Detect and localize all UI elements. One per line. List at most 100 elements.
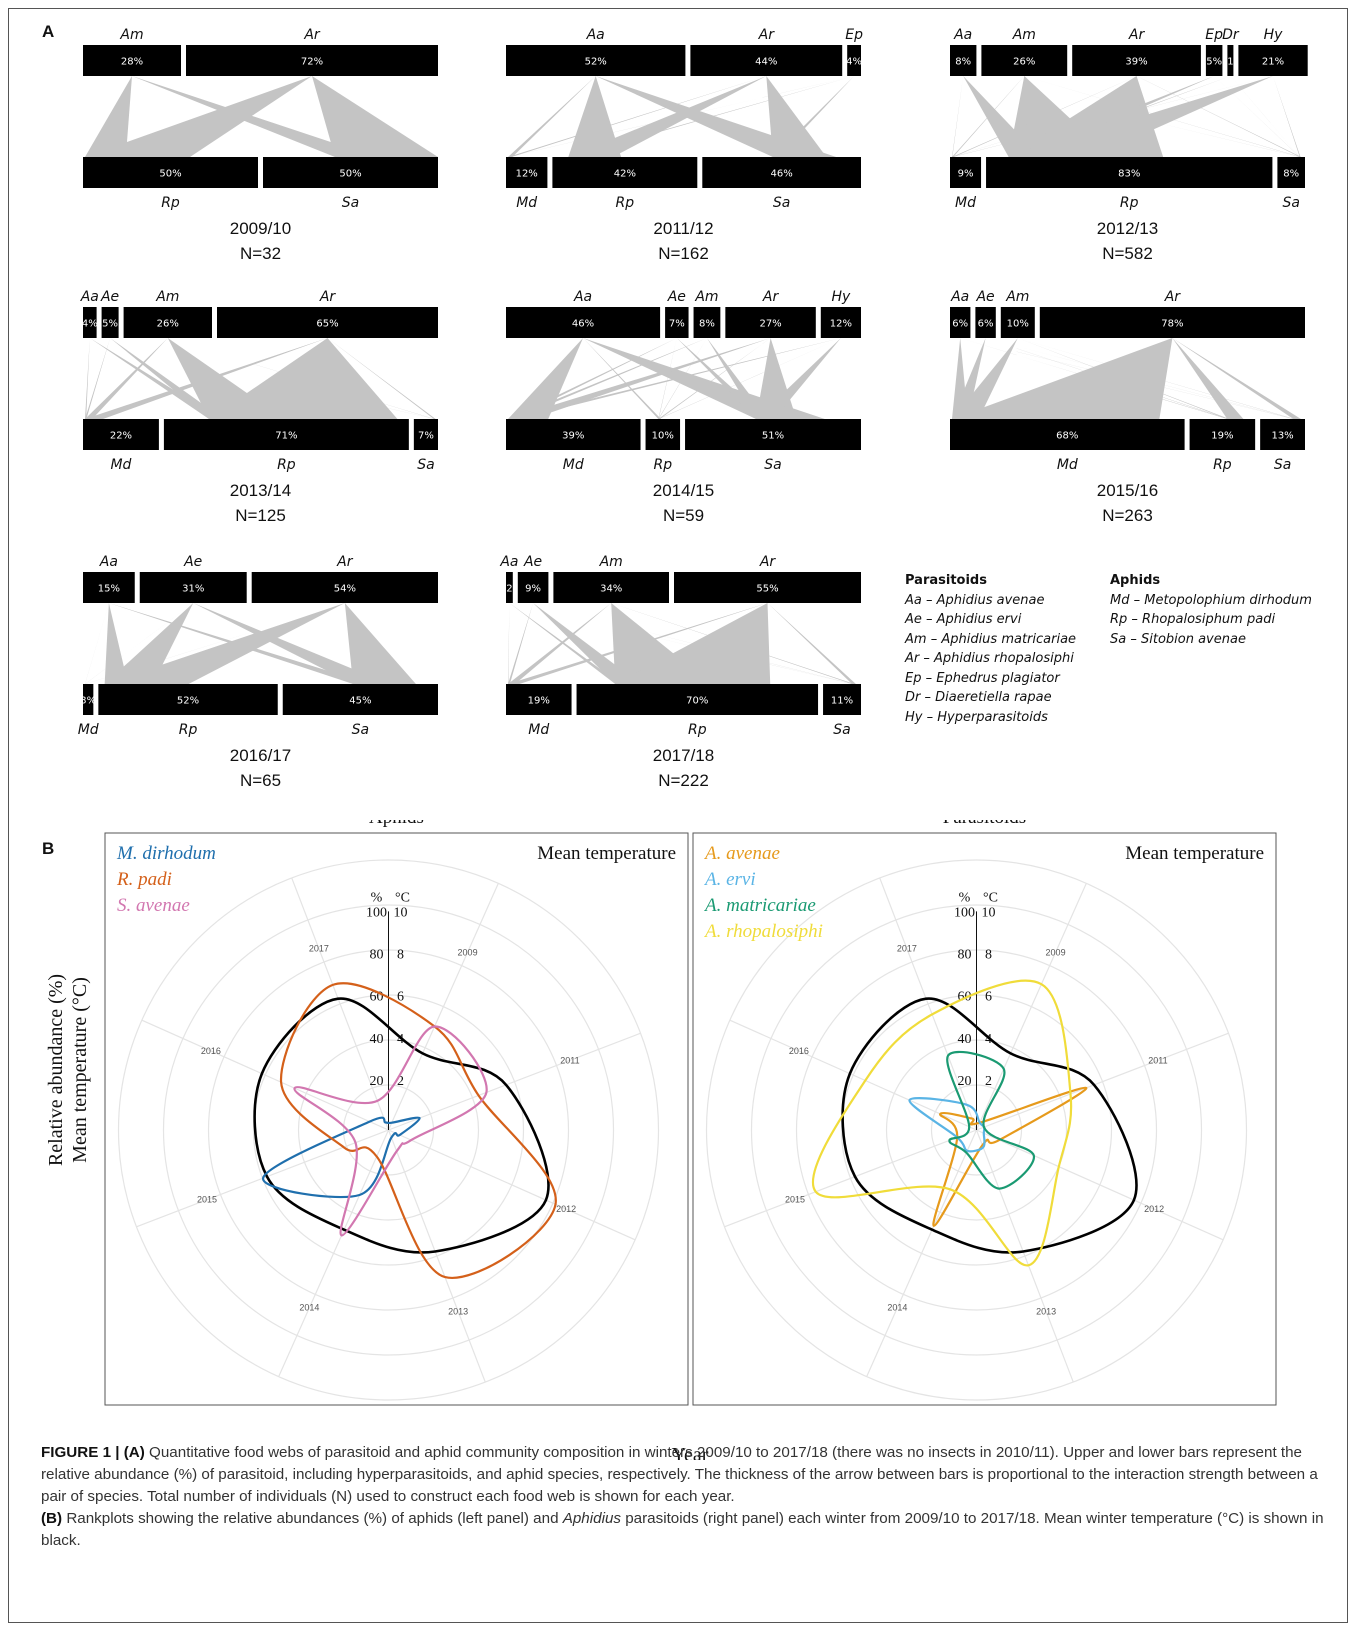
series-line-m-dirhodum (262, 1116, 421, 1199)
grid-spoke (879, 877, 978, 1131)
tick-label-pct: 40 (370, 1032, 384, 1047)
mean-temperature-label: Mean temperature (1125, 843, 1264, 864)
tick-label-temp: 8 (985, 948, 992, 963)
parasitoid-bar-Ae (975, 307, 996, 338)
aphid-bar-Sa (413, 419, 438, 450)
mean-temperature-label: Mean temperature (537, 843, 676, 864)
aphid-code-label: Sa (417, 457, 434, 473)
parasitoid-bar-Aa (83, 572, 135, 603)
tick-label-pct: 20 (958, 1074, 972, 1089)
rankplot-frame (692, 832, 1277, 1406)
parasitoid-code-label: Ae (667, 289, 686, 305)
aphid-code-label: Sa (833, 722, 850, 738)
interaction-link (1136, 76, 1302, 157)
aphid-code-label: Sa (342, 195, 359, 211)
aphid-code-label: Md (1057, 457, 1078, 473)
web-n-label: N=65 (240, 771, 281, 790)
caption-fig-label: FIGURE 1 | (A) (41, 1444, 145, 1461)
parasitoid-code-label: Dr (1222, 27, 1240, 43)
interaction-link (327, 338, 436, 419)
parasitoid-pct-label: 34% (600, 584, 622, 595)
unit-temp: °C (983, 890, 998, 905)
tick-label-pct: 80 (958, 948, 972, 963)
interaction-link (952, 76, 1137, 157)
grid-circle (750, 904, 1203, 1356)
parasitoid-code-label: Ae (523, 554, 542, 570)
parasitoid-code-label: Ar (303, 27, 321, 43)
aphid-bar-Md (83, 419, 159, 450)
aphid-code-label: Rp (1120, 195, 1139, 211)
unit-pct: % (959, 890, 971, 905)
parasitoid-code-label: Ep (1205, 27, 1223, 43)
rankplot-frame (104, 832, 689, 1406)
aphid-pct-label: 70% (686, 696, 708, 707)
interaction-links (85, 76, 438, 157)
interaction-link (1172, 338, 1244, 419)
aphid-pct-label: 22% (110, 431, 132, 442)
parasitoid-bar-Ar (674, 572, 861, 603)
aphid-bar-Rp (83, 157, 258, 188)
interaction-link (85, 338, 111, 419)
interaction-link (952, 338, 1018, 419)
tick-label-pct: 80 (370, 948, 384, 963)
year-label: 2009 (1046, 947, 1066, 957)
parasitoid-bar-Ae (517, 572, 549, 603)
interaction-links (508, 76, 855, 157)
parasitoid-code-label: Aa (950, 289, 969, 305)
grid-spoke (141, 1019, 389, 1131)
aphid-bar-Rp (645, 419, 681, 450)
aphid-pct-label: 46% (771, 169, 793, 180)
web-n-label: N=32 (240, 244, 281, 263)
interaction-link (85, 338, 90, 419)
parasitoid-code-label: Ar (759, 554, 777, 570)
parasitoid-code-label: Ar (762, 289, 780, 305)
aphid-code-label: Rp (1213, 457, 1232, 473)
parasitoid-bar-Ar (1072, 45, 1201, 76)
parasitoid-code-label: Ar (758, 27, 776, 43)
interaction-link (85, 603, 109, 684)
year-label: 2016 (789, 1046, 809, 1056)
tick-label-temp: 6 (397, 990, 404, 1005)
year-label: 2014 (299, 1303, 319, 1313)
year-label: 2009 (458, 947, 478, 957)
parasitoid-bar-Ae (139, 572, 247, 603)
parasitoid-bar-Aa (506, 572, 513, 603)
interaction-link (1273, 76, 1301, 157)
aphid-pct-label: 13% (1271, 431, 1293, 442)
legend-item: Ar – Aphidius rhopalosiphi (905, 651, 1074, 666)
aphid-code-label: Rp (161, 195, 180, 211)
rankplot-title: Parasitoids (943, 820, 1026, 828)
parasitoid-pct-label: 44% (755, 57, 777, 68)
interaction-links (508, 603, 856, 684)
rankplot-title: Aphids (369, 820, 424, 828)
aphid-code-label: Rp (277, 457, 296, 473)
interaction-link (508, 76, 596, 157)
year-label: 2015 (197, 1195, 217, 1205)
parasitoid-code-label: Ar (1128, 27, 1146, 43)
interaction-link (952, 76, 1231, 157)
parasitoid-pct-label: 39% (1125, 57, 1147, 68)
aphid-bar-Md (83, 684, 94, 715)
interaction-link (568, 76, 855, 157)
figure-frame (8, 8, 1348, 1623)
parasitoid-bar-Ar (251, 572, 438, 603)
parasitoid-pct-label: 4% (82, 319, 98, 330)
aphid-bar-Md (506, 419, 641, 450)
parasitoid-pct-label: 52% (585, 57, 607, 68)
interaction-link (508, 338, 841, 419)
tick-label-temp: 10 (394, 905, 408, 920)
parasitoid-bar-Dr (1227, 45, 1234, 76)
series-legend-label: A. rhopalosiphi (703, 921, 823, 942)
parasitoid-code-label: Am (1012, 27, 1036, 43)
tick-label-temp: 8 (397, 948, 404, 963)
parasitoid-code-label: Am (1005, 289, 1029, 305)
interaction-link (104, 603, 128, 684)
interaction-link (85, 603, 345, 684)
aphid-code-label: Rp (179, 722, 198, 738)
food-web-2013-14: 4% Aa 5% Ae 26% Am 65% Ar 22% Md 71% Rp 7% Sa 2013/14 N… (80, 289, 438, 525)
parasitoid-pct-label: 4% (846, 57, 862, 68)
parasitoid-bar-Ar (217, 307, 438, 338)
aphid-code-label: Md (516, 195, 537, 211)
aphid-code-label: Md (110, 457, 131, 473)
aphid-pct-label: 50% (339, 169, 361, 180)
